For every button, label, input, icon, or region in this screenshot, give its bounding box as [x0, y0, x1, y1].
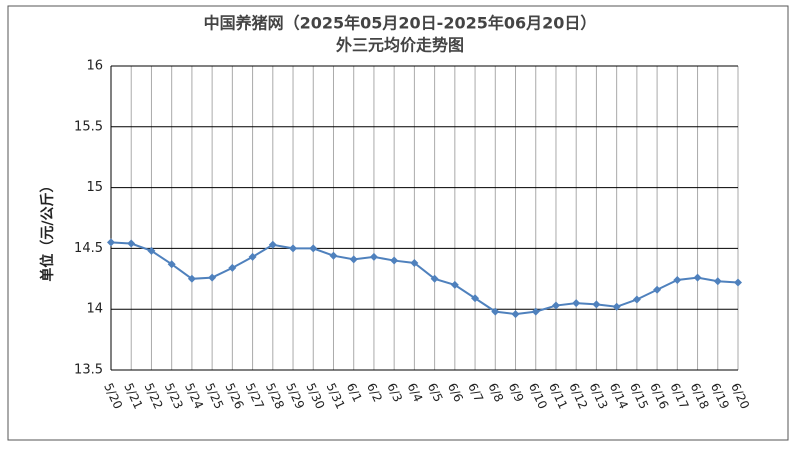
marker: [187, 274, 196, 283]
marker: [531, 307, 540, 316]
marker: [471, 294, 480, 303]
marker: [228, 263, 237, 272]
marker: [592, 300, 601, 309]
marker: [127, 239, 136, 248]
chart-title: 中国养猪网（2025年05月20日-2025年06月20日）: [204, 14, 597, 33]
marker: [430, 274, 439, 283]
marker: [572, 299, 581, 308]
marker: [551, 301, 560, 310]
marker: [491, 307, 500, 316]
y-tick-label: 14.5: [74, 241, 103, 256]
y-tick-label: 14: [86, 302, 103, 317]
y-axis-label: 单位（元/公斤）: [39, 178, 56, 281]
marker: [390, 256, 399, 265]
chart-frame: [7, 5, 789, 441]
marker: [349, 255, 358, 264]
marker: [147, 246, 156, 255]
marker: [511, 310, 520, 319]
marker: [248, 252, 257, 261]
marker: [208, 273, 217, 282]
y-tick-label: 13.5: [74, 363, 103, 378]
marker: [167, 260, 176, 269]
marker: [673, 276, 682, 285]
marker: [107, 238, 115, 247]
y-tick-label: 16: [86, 59, 103, 74]
marker: [309, 244, 318, 253]
marker: [450, 280, 459, 289]
marker: [734, 278, 742, 287]
marker: [369, 252, 378, 261]
marker: [632, 295, 641, 304]
marker: [410, 258, 419, 267]
marker: [653, 285, 662, 294]
marker: [713, 277, 722, 286]
marker: [329, 251, 338, 260]
y-tick-label: 15.5: [74, 119, 103, 134]
chart-subtitle: 外三元均价走势图: [335, 36, 464, 55]
y-tick-label: 15: [86, 180, 103, 195]
marker: [693, 273, 702, 282]
marker: [289, 244, 298, 253]
marker: [268, 240, 277, 249]
line: [110, 241, 739, 316]
marker: [612, 302, 621, 311]
